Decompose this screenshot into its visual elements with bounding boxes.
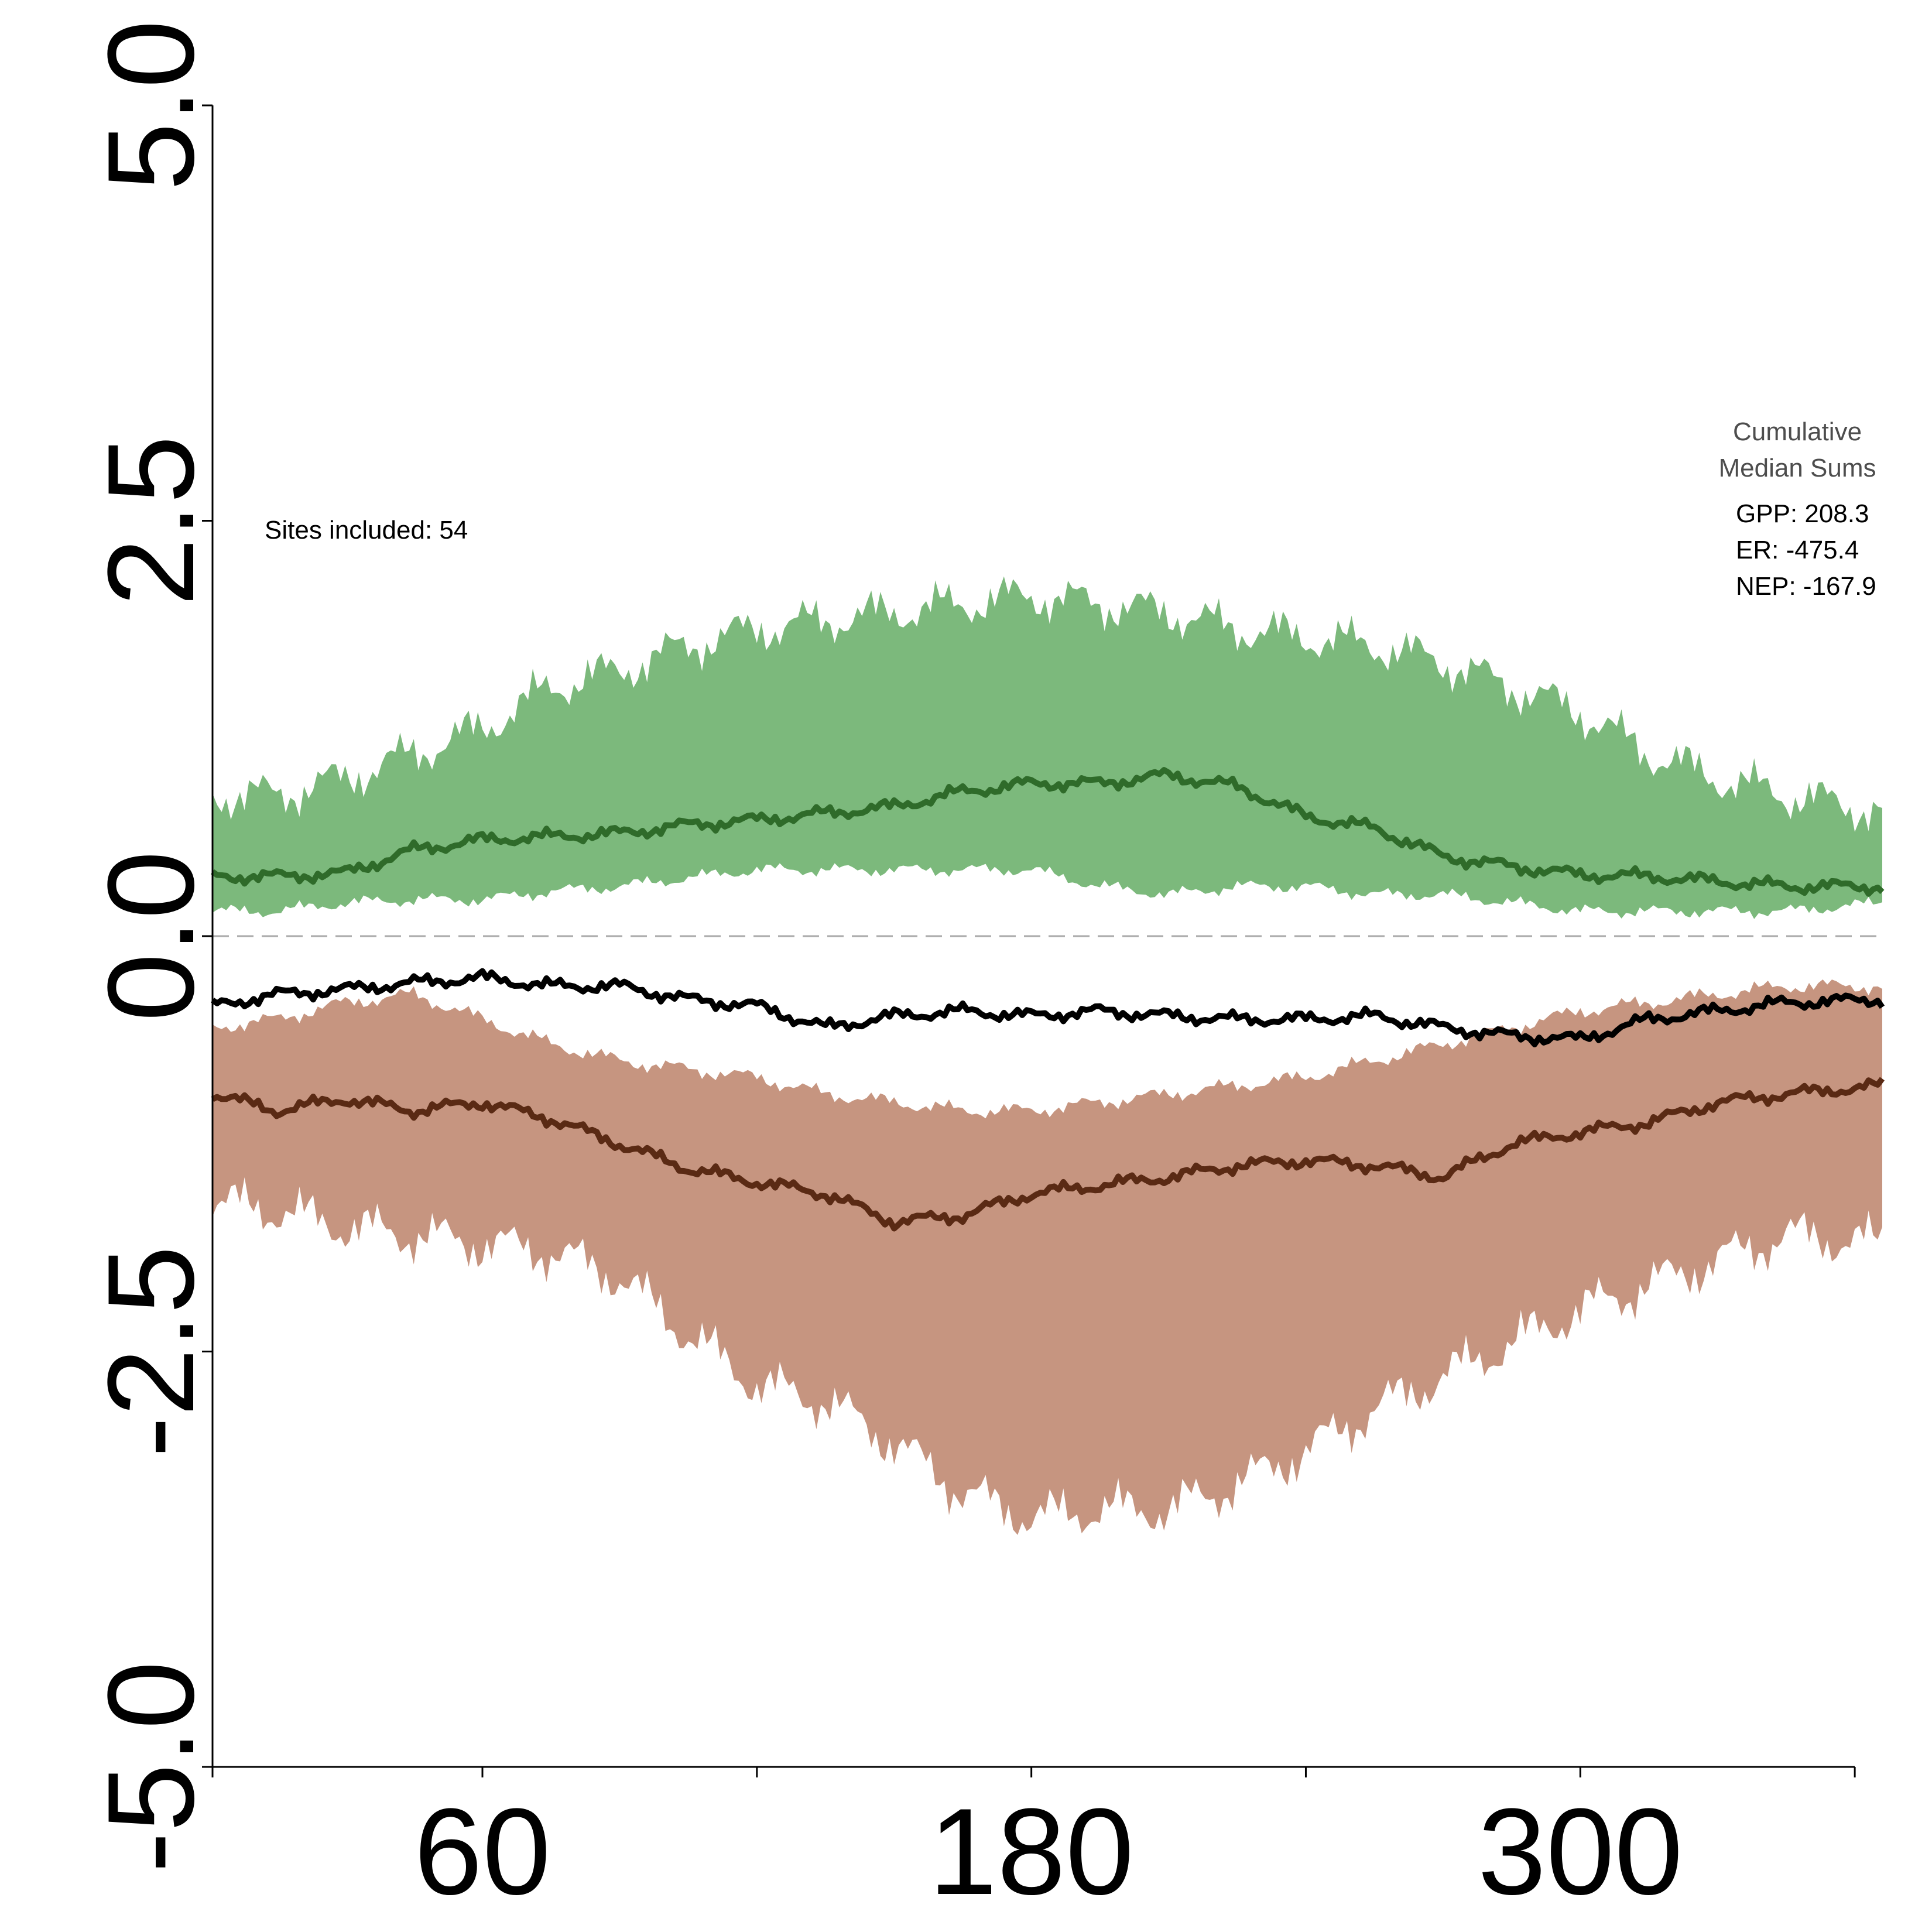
legend-entry-gpp: GPP: 208.3 (1736, 499, 1869, 528)
x-axis-ticks: 60 180 300 (211, 1767, 1856, 1920)
y-tick-label: 2.5 (82, 436, 220, 607)
y-tick-label: -2.5 (82, 1246, 220, 1458)
y-axis-ticks: 5.0 2.5 0.0 -2.5 -5.0 (82, 20, 220, 1873)
legend: Cumulative Median Sums GPP: 208.3 ER: -4… (1718, 417, 1876, 601)
x-tick-label: 60 (414, 1783, 551, 1920)
er-range-band (213, 979, 1882, 1535)
gpp-range-band (213, 576, 1882, 919)
x-tick-label: 300 (1478, 1783, 1683, 1920)
axes: 5.0 2.5 0.0 -2.5 -5.0 60 180 300 (82, 20, 1856, 1920)
series-marks (211, 576, 1885, 1535)
gpp-median-line (211, 767, 1885, 897)
legend-entry-nep: NEP: -167.9 (1736, 572, 1876, 601)
sites-annotation: Sites included: 54 (265, 516, 468, 544)
y-tick-label: 5.0 (82, 20, 220, 191)
nep-median-line (211, 968, 1885, 1047)
legend-title-line-1: Cumulative (1733, 417, 1862, 446)
y-tick-label: 0.0 (82, 851, 220, 1022)
legend-entry-er: ER: -475.4 (1736, 536, 1859, 564)
er-median-line (211, 1077, 1885, 1232)
legend-title-line-2: Median Sums (1718, 454, 1876, 482)
y-tick-label: -5.0 (82, 1661, 220, 1873)
x-tick-label: 180 (929, 1783, 1133, 1920)
